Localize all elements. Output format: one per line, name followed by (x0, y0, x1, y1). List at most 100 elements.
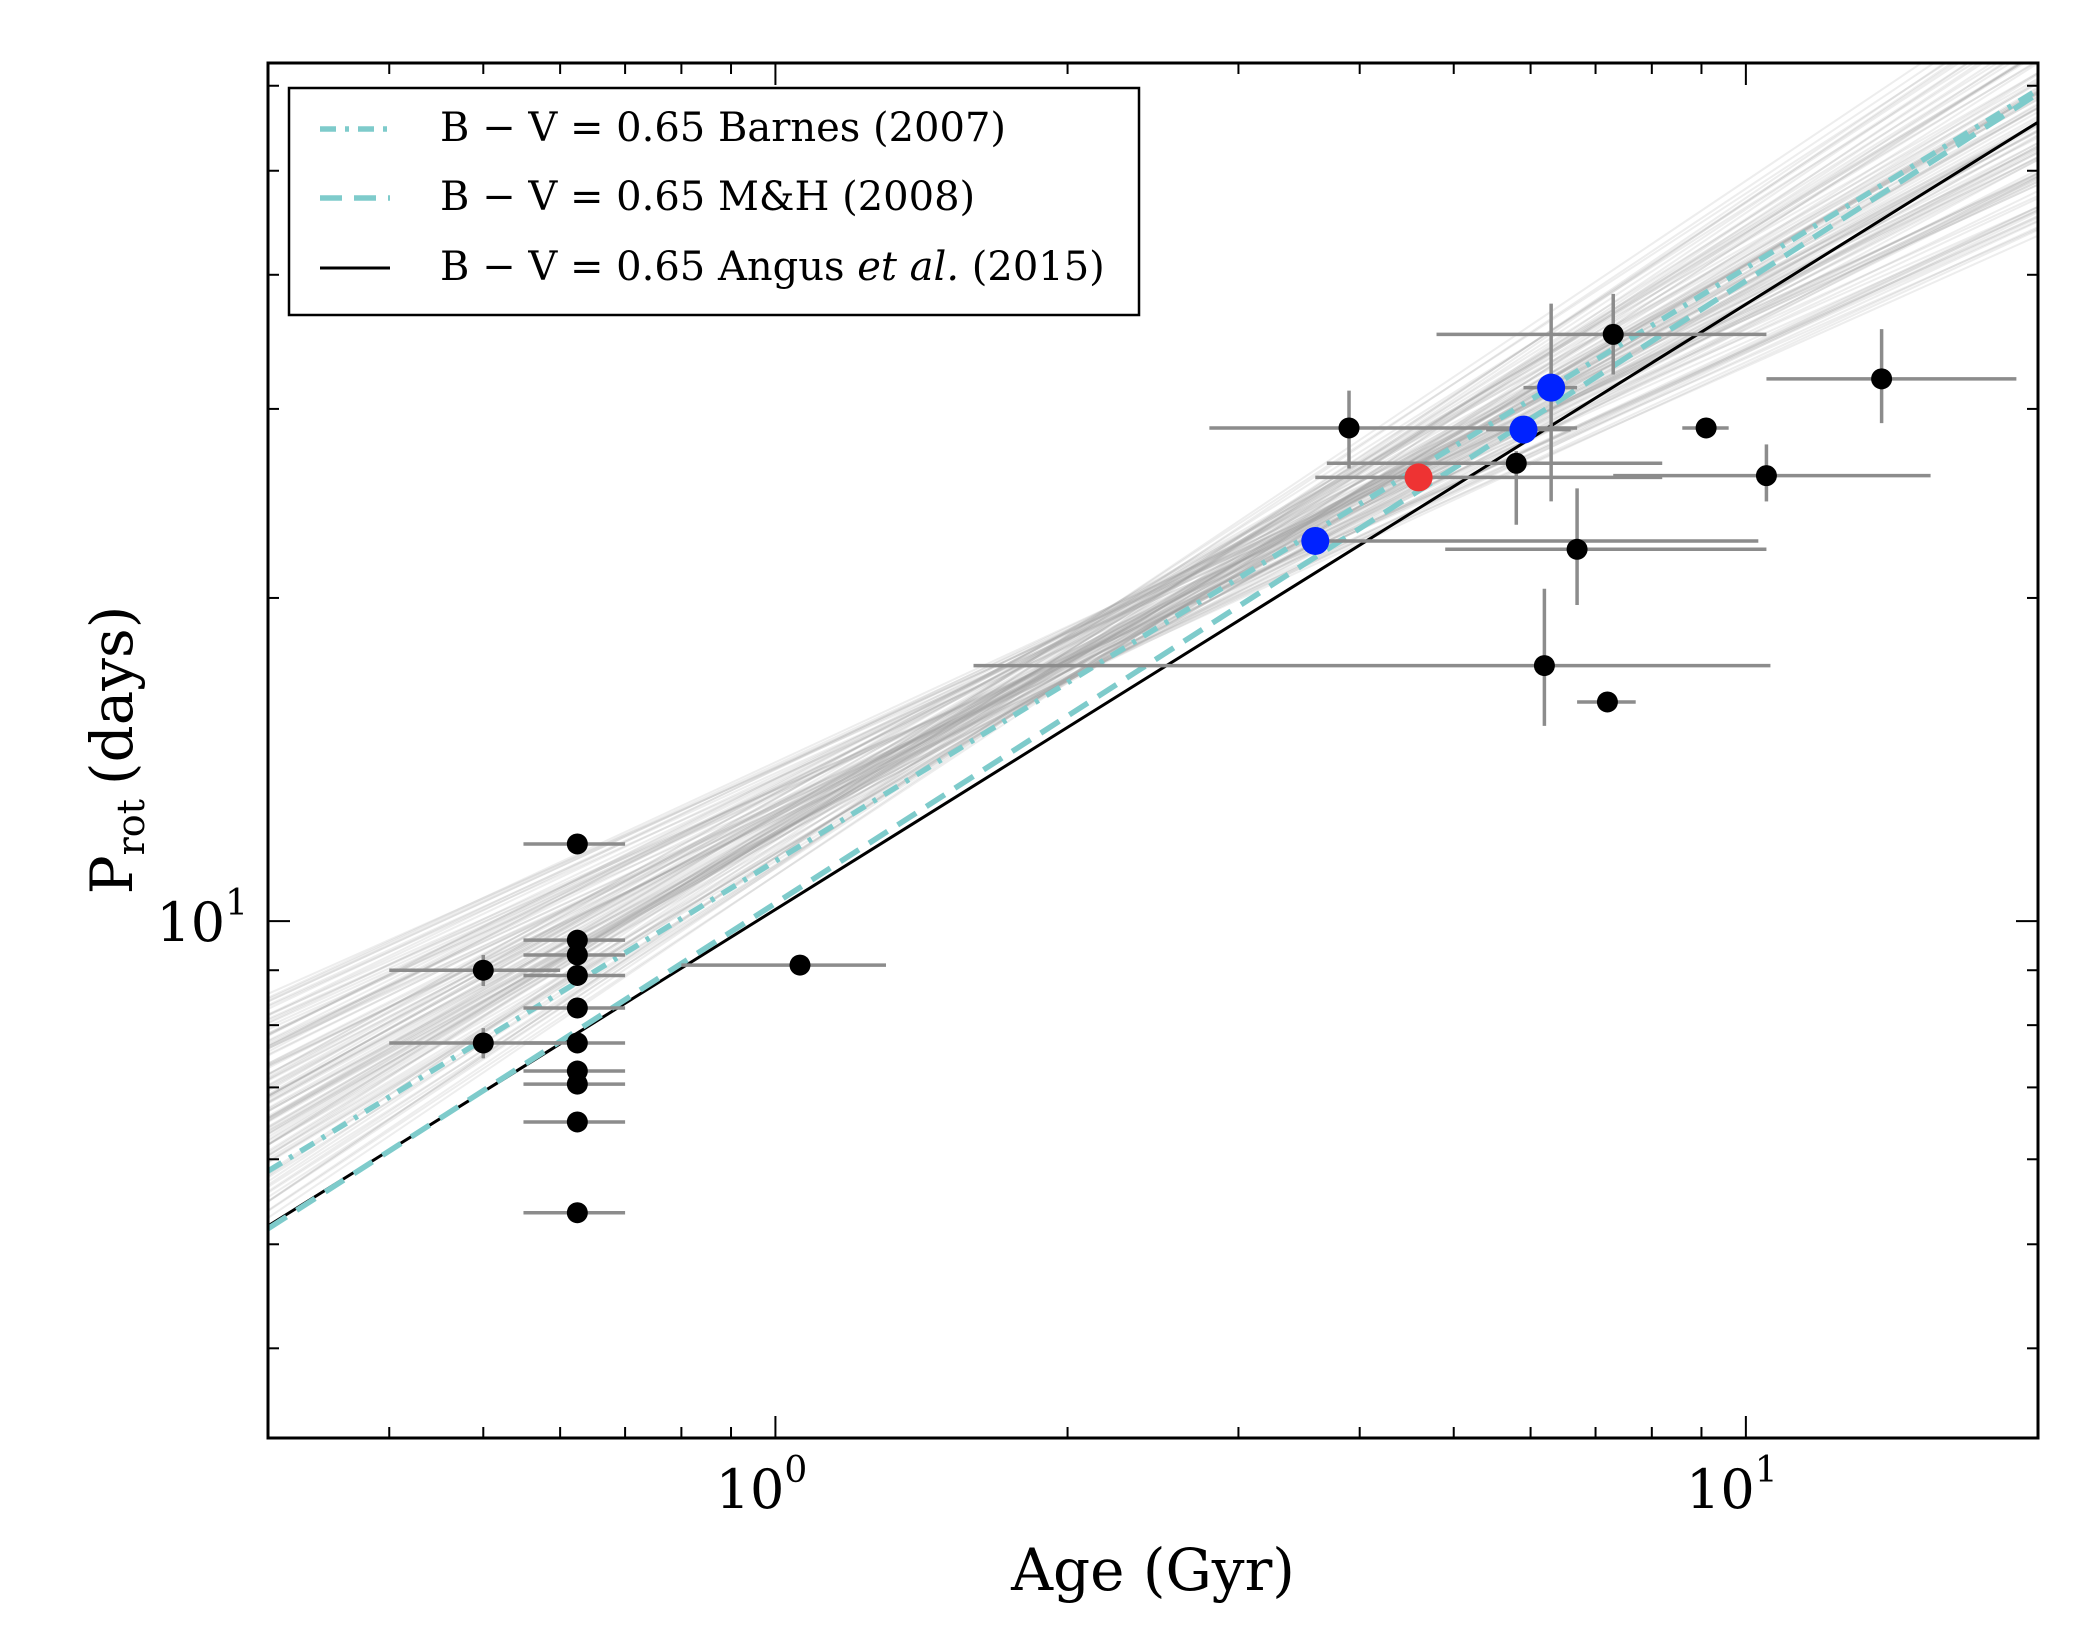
posterior-sample-line (268, 130, 2038, 1089)
posterior-sample-line (268, 63, 2036, 1138)
posterior-sample-line (268, 177, 2038, 1017)
highlight-star-point (1301, 526, 1330, 555)
posterior-sample-line (268, 183, 2038, 1003)
posterior-sample-line (268, 98, 2038, 1098)
posterior-sample-line (268, 227, 2038, 1016)
posterior-sample-line (268, 228, 2038, 1050)
posterior-sample-line (268, 195, 2038, 1007)
posterior-sample-line (268, 71, 2038, 1143)
posterior-sample-line (268, 88, 2038, 1163)
posterior-sample-line (268, 63, 1947, 1203)
posterior-sample-line (268, 63, 2021, 1199)
posterior-sample-line (268, 142, 2038, 1050)
star-point (566, 1111, 588, 1133)
posterior-sample-line (268, 208, 2038, 1067)
posterior-sample-line (268, 180, 2038, 1065)
posterior-sample-line (268, 63, 1949, 1157)
posterior-sample-line (268, 217, 2038, 1025)
posterior-sample-line (268, 95, 2038, 1122)
posterior-sample-line (268, 168, 2038, 1070)
posterior-sample-line (268, 206, 2038, 995)
posterior-sample-line (268, 175, 2038, 999)
x-tick-label: 100 (716, 1450, 808, 1521)
posterior-sample-line (268, 63, 1954, 1203)
posterior-sample-line (268, 63, 1976, 1146)
posterior-sample-line (268, 63, 2024, 1122)
posterior-sample-line (268, 63, 1985, 1193)
highlight-star-point (1509, 415, 1538, 444)
star-point (1871, 368, 1893, 390)
star-point (472, 1032, 494, 1054)
posterior-sample-line (268, 206, 2038, 1067)
star-point (1695, 417, 1717, 439)
plot-frame (266, 61, 2040, 1440)
posterior-sample-line (268, 63, 1936, 1177)
posterior-sample-line (268, 63, 2000, 1145)
posterior-sample-line (268, 129, 2038, 1118)
y-tick-label: 101 (156, 883, 248, 954)
star-point (1566, 538, 1588, 560)
model-line-mh (268, 91, 2038, 1232)
posterior-sample-line (268, 209, 2038, 1008)
posterior-sample-line (268, 122, 2038, 1053)
posterior-sample-line (268, 197, 2038, 1035)
posterior-sample-line (268, 63, 2038, 1188)
posterior-sample-line (268, 107, 2038, 1104)
y-axis-label: Prot (days) (78, 606, 153, 895)
posterior-sample-line (268, 91, 2038, 1135)
y-axis-label-sub: rot (109, 799, 153, 855)
posterior-sample-line (268, 125, 2038, 1120)
star-point (789, 954, 811, 976)
posterior-sample-line (268, 176, 2038, 1097)
posterior-sample-line (268, 211, 2038, 1068)
posterior-sample-line (268, 219, 2038, 1020)
posterior-sample-line (268, 172, 2038, 1024)
star-point (1338, 417, 1360, 439)
posterior-sample-line (268, 63, 1970, 1212)
posterior-sample-line (268, 104, 2038, 1079)
sun-point (1404, 463, 1433, 492)
posterior-sample-line (268, 226, 2038, 1047)
posterior-sample-line (268, 174, 2038, 1047)
axis-ticks (267, 63, 2038, 1438)
posterior-sample-line (268, 135, 2038, 1113)
star-point (1533, 655, 1555, 677)
star-point (566, 997, 588, 1019)
posterior-sample-line (268, 214, 2038, 1028)
posterior-sample-line (268, 63, 2022, 1141)
posterior-samples (268, 63, 2038, 1219)
star-point (1596, 691, 1618, 713)
posterior-sample-line (268, 158, 2038, 1112)
star-point (1602, 323, 1624, 345)
posterior-sample-line (268, 136, 2038, 1037)
highlight-star-point (1537, 373, 1566, 402)
posterior-sample-line (268, 173, 2038, 1010)
legend-label-mh: B − V = 0.65 M&H (2008) (440, 174, 975, 220)
star-point (566, 964, 588, 986)
posterior-sample-line (268, 63, 2008, 1154)
posterior-sample-line (268, 157, 2038, 1016)
posterior-sample-line (268, 147, 2038, 1035)
posterior-sample-line (268, 77, 2038, 1096)
posterior-sample-line (268, 171, 2038, 1036)
posterior-sample-line (268, 111, 2038, 1113)
star-point (566, 1202, 588, 1224)
posterior-sample-line (268, 122, 2038, 1103)
model-line-barnes (268, 87, 2038, 1174)
legend: B − V = 0.65 Barnes (2007) B − V = 0.65 … (287, 86, 1141, 317)
posterior-sample-line (268, 178, 2038, 1057)
posterior-sample-line (268, 63, 2023, 1194)
star-point (472, 959, 494, 981)
posterior-sample-line (268, 63, 1957, 1183)
posterior-sample-line (268, 63, 1961, 1176)
posterior-sample-line (268, 90, 2038, 1136)
posterior-sample-line (268, 180, 2038, 1001)
posterior-sample-line (268, 172, 2038, 1100)
posterior-sample-line (268, 209, 2038, 1045)
posterior-sample-line (268, 146, 2038, 1048)
star-point (566, 1073, 588, 1095)
x-tick-label: 101 (1686, 1450, 1778, 1521)
posterior-sample-line (268, 79, 2038, 1146)
posterior-sample-line (268, 215, 2038, 1022)
